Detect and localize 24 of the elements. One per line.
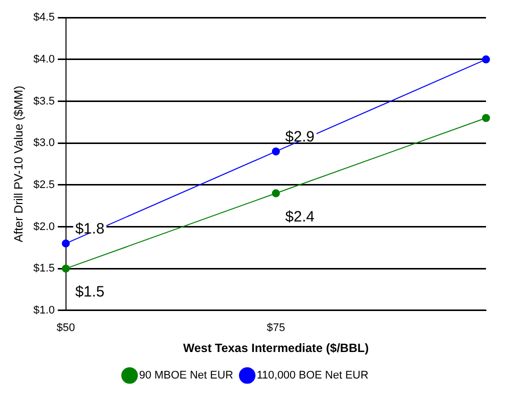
- data-label: $1.8: [75, 220, 104, 238]
- data-label: $2.4: [285, 208, 315, 226]
- y-tick-label: $1.0: [33, 304, 55, 316]
- point: [482, 114, 490, 122]
- legend-label: 90 MBOE Net EUR: [139, 370, 234, 382]
- y-tick-label: $2.0: [33, 220, 55, 233]
- x-tick-label: $50: [56, 322, 75, 334]
- point: [62, 239, 70, 248]
- data-label: $1.5: [75, 284, 104, 301]
- y-tick-label: $4.5: [33, 12, 55, 24]
- y-axis-title: After Drill PV-10 Value ($MM): [12, 86, 26, 242]
- x-axis-title: West Texas Intermediate ($/BBL): [183, 341, 369, 356]
- point: [62, 264, 70, 273]
- y-tick-label: $3.0: [33, 137, 55, 150]
- point: [272, 189, 280, 198]
- y-tick-label: $4.0: [33, 53, 55, 66]
- point: [482, 55, 490, 64]
- x-tick-label: $75: [266, 322, 286, 334]
- y-tick-label: $2.5: [33, 178, 55, 191]
- legend-label: 110,000 BOE Net EUR: [256, 370, 368, 382]
- y-tick-label: $1.5: [33, 262, 55, 275]
- y-tick-label: $3.5: [33, 95, 55, 108]
- point: [272, 147, 280, 156]
- data-label: $2.9: [285, 128, 315, 146]
